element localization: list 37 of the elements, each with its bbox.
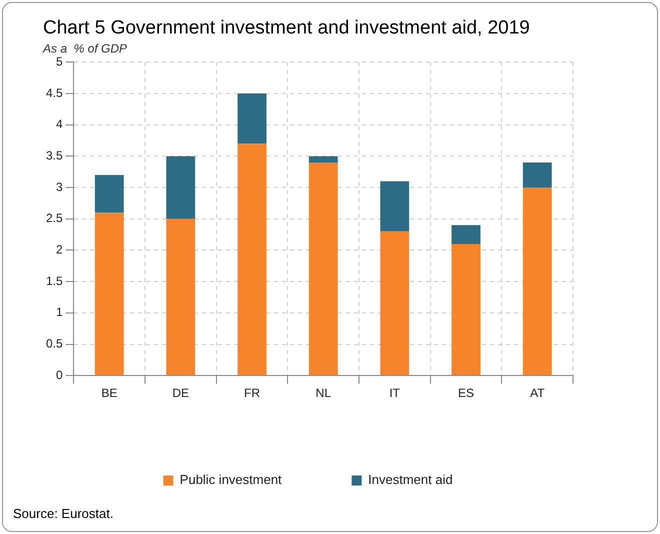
y-tick-label: 1.5: [46, 274, 63, 288]
bar: [238, 94, 266, 144]
bar: [238, 144, 266, 376]
legend-label: Public investment: [180, 472, 282, 488]
bar: [452, 244, 480, 376]
bar: [308, 156, 338, 162]
y-tick-label: 4.5: [46, 86, 63, 100]
y-tick-label: 2.5: [46, 211, 63, 226]
legend-label: Investment aid: [368, 472, 453, 488]
y-tick-label: 2: [56, 242, 63, 257]
x-tick-label: FR: [244, 386, 260, 400]
x-tick-label: DE: [172, 386, 190, 400]
y-tick-label: 4: [56, 117, 63, 132]
y-tick-label: 0.5: [46, 336, 63, 351]
bar: [94, 212, 124, 376]
y-tick-label: 3: [56, 180, 63, 194]
bar: [380, 181, 410, 232]
bar: [452, 225, 480, 244]
x-tick-label: NL: [316, 386, 332, 400]
y-tick-label: 1: [56, 305, 63, 320]
source-note: Source: Eurostat.: [13, 506, 114, 522]
bar: [522, 162, 552, 188]
bar: [166, 218, 196, 376]
y-tick-label: 0: [56, 368, 63, 382]
chart-subtitle: As a % of GDP: [42, 41, 128, 56]
y-tick-label: 5: [56, 54, 63, 69]
bar: [166, 156, 196, 219]
x-tick-label: AT: [530, 386, 546, 400]
bar: [94, 175, 124, 213]
bar: [308, 162, 338, 376]
chart-title: Chart 5 Government investment and investment aid, 2019: [43, 18, 530, 39]
x-tick-label: IT: [389, 386, 401, 400]
bar: [522, 188, 552, 376]
x-tick-label: BE: [101, 386, 118, 400]
y-tick-label: 3.5: [46, 148, 63, 163]
bar: [380, 231, 410, 376]
x-tick-label: ES: [458, 386, 474, 400]
